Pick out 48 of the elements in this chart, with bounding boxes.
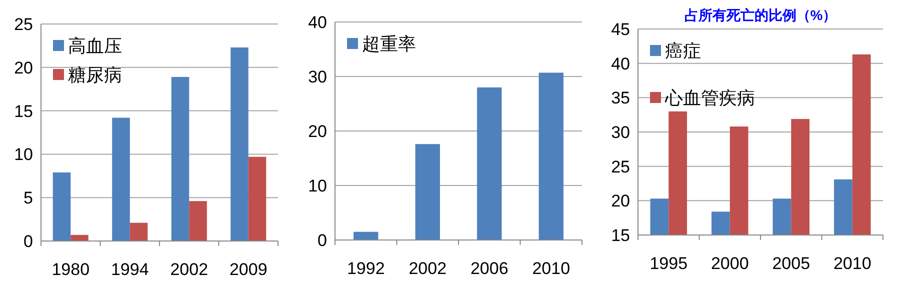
x-tick-label: 1994 xyxy=(110,260,149,279)
chart-title: 占所有死亡的比例（%） xyxy=(684,7,837,23)
legend-label: 癌症 xyxy=(665,41,701,61)
y-tick-label: 0 xyxy=(24,232,33,251)
legend-label: 糖尿病 xyxy=(68,65,122,85)
bar xyxy=(70,234,88,241)
x-tick-label: 2000 xyxy=(710,254,749,273)
bar xyxy=(477,87,502,240)
x-tick-label: 2005 xyxy=(772,254,810,273)
y-tick-label: 20 xyxy=(14,58,33,78)
y-tick-label: 25 xyxy=(611,157,630,176)
y-tick-label: 35 xyxy=(611,88,630,108)
legend-label: 超重率 xyxy=(362,34,416,54)
bar xyxy=(415,144,440,240)
y-tick-label: 15 xyxy=(14,102,33,121)
y-tick-label: 20 xyxy=(611,192,630,211)
y-tick-label: 45 xyxy=(611,20,630,39)
bar xyxy=(230,47,248,241)
bar xyxy=(171,76,190,241)
y-tick-label: 30 xyxy=(308,68,327,86)
legend-label: 高血压 xyxy=(68,36,122,56)
y-tick-label: 0 xyxy=(318,231,327,250)
x-tick-label: 1995 xyxy=(650,254,688,273)
y-tick-label: 40 xyxy=(308,13,327,32)
bar xyxy=(112,118,130,241)
x-tick-label: 2002 xyxy=(170,260,208,279)
y-tick-label: 10 xyxy=(14,145,33,164)
y-tick-label: 10 xyxy=(308,176,327,196)
x-tick-label: 2009 xyxy=(229,260,268,279)
x-tick-label: 1980 xyxy=(52,260,90,279)
y-tick-label: 20 xyxy=(308,122,327,141)
x-tick-label: 2002 xyxy=(408,259,447,278)
x-tick-label: 2010 xyxy=(833,254,872,273)
y-tick-label: 30 xyxy=(611,123,630,142)
bar xyxy=(189,201,207,241)
bar xyxy=(538,72,564,240)
x-tick-label: 2010 xyxy=(532,259,570,278)
y-tick-label: 5 xyxy=(24,188,33,208)
y-tick-label: 40 xyxy=(611,54,630,74)
x-tick-label: 2006 xyxy=(470,259,508,278)
x-tick-label: 1992 xyxy=(346,259,385,278)
bar xyxy=(130,222,148,241)
bar xyxy=(354,232,378,240)
bar xyxy=(248,156,266,241)
y-tick-label: 25 xyxy=(14,15,33,34)
y-tick-label: 15 xyxy=(611,226,630,245)
bar xyxy=(52,172,71,241)
legend-label: 心血管疾病 xyxy=(664,88,755,108)
